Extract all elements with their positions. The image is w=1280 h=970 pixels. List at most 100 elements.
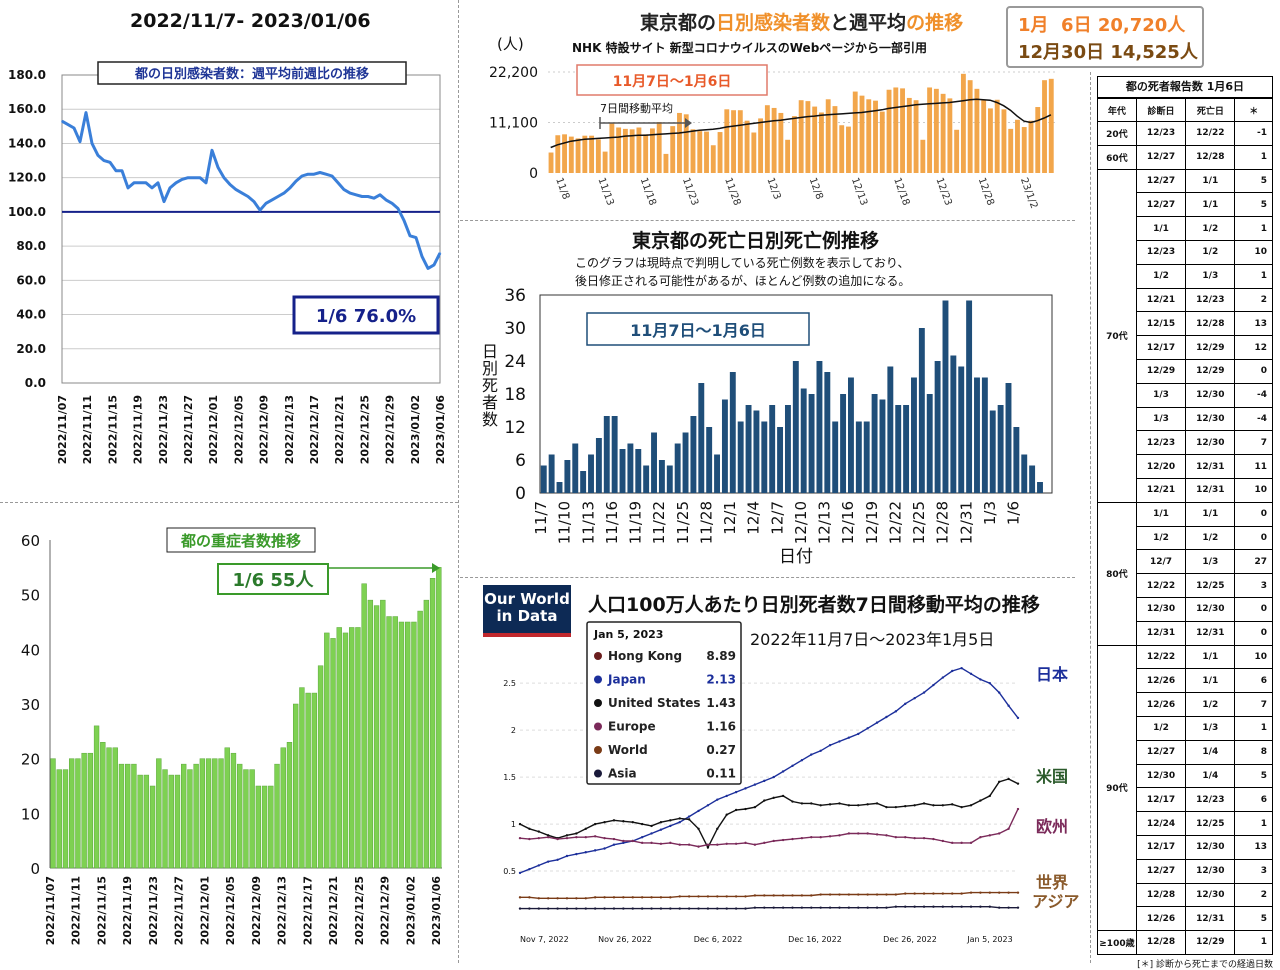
data-point xyxy=(199,176,201,179)
x-tick-label: Jan 5, 2023 xyxy=(966,935,1012,944)
bar xyxy=(887,366,894,493)
data-point xyxy=(753,783,757,786)
data-point xyxy=(781,770,785,773)
cell-death: 12/23 xyxy=(1185,787,1236,813)
bar xyxy=(367,599,374,869)
x-tick-label: 11/16 xyxy=(603,501,621,544)
data-point xyxy=(753,894,757,897)
tooltip-date: Jan 5, 2023 xyxy=(593,628,663,641)
x-tick-label: 12/13 xyxy=(849,176,869,207)
bar xyxy=(411,621,417,869)
cell-death: 1/1 xyxy=(1185,644,1236,670)
cell-death: 1/4 xyxy=(1185,763,1236,789)
table-row: 12/24 12/25 1 xyxy=(1098,811,1273,836)
bar xyxy=(162,769,168,869)
data-point xyxy=(960,805,963,809)
data-point xyxy=(904,805,907,808)
bar xyxy=(778,112,784,173)
table-row: 12/26 12/31 5 xyxy=(1098,906,1273,932)
table-row: 20代 12/23 12/22 -1 xyxy=(1097,121,1273,146)
bar xyxy=(588,454,594,493)
x-tick-label: 2022/11/11 xyxy=(81,395,94,464)
data-point xyxy=(922,892,926,895)
data-point xyxy=(85,111,87,114)
data-point xyxy=(894,836,898,839)
table-row: 12/27 1/4 8 xyxy=(1098,739,1273,765)
data-point xyxy=(922,905,926,908)
data-point xyxy=(960,841,963,845)
x-tick-label: Nov 26, 2022 xyxy=(598,935,652,944)
data-point xyxy=(744,807,747,811)
data-point xyxy=(819,906,822,909)
bar xyxy=(595,139,601,173)
data-point xyxy=(875,833,879,836)
bar xyxy=(785,139,791,173)
cell-days: 2 xyxy=(1234,287,1273,313)
x-tick-label: 2023/01/06 xyxy=(434,395,447,465)
x-tick-label: Dec 6, 2022 xyxy=(694,935,743,944)
legend-label: United States xyxy=(608,696,701,710)
cell-age: 90代 xyxy=(1097,644,1137,932)
cell-diagnosis: 1/3 xyxy=(1135,382,1187,408)
data-point xyxy=(546,907,550,910)
bar xyxy=(792,361,799,493)
data-point xyxy=(556,907,559,910)
data-point xyxy=(988,794,992,798)
bar xyxy=(758,118,764,173)
data-point xyxy=(259,209,261,211)
data-point xyxy=(640,896,644,899)
data-point xyxy=(603,907,606,910)
x-tick-label: 2022/11/27 xyxy=(182,395,195,464)
table-row: 1/1 1/2 1 xyxy=(1098,216,1273,241)
x-tick-label: Dec 16, 2022 xyxy=(788,935,842,944)
panel2-title-part1: 東京都の xyxy=(640,12,717,34)
x-tick-label: 2022/11/19 xyxy=(121,876,134,945)
y-axis-label-char: 別 xyxy=(482,359,498,378)
data-point xyxy=(631,839,634,843)
bar xyxy=(56,769,62,869)
data-point xyxy=(725,813,728,816)
data-point xyxy=(979,905,982,908)
data-point xyxy=(631,820,634,824)
cell-diagnosis: 12/17 xyxy=(1135,335,1187,360)
bar xyxy=(981,100,987,173)
data-point xyxy=(556,897,559,900)
cell-death: 12/30 xyxy=(1185,406,1236,432)
bar xyxy=(261,785,268,869)
bar xyxy=(682,432,689,493)
cell-age: 70代 xyxy=(1097,168,1137,503)
bar xyxy=(895,405,902,493)
data-point xyxy=(659,820,663,824)
data-point xyxy=(969,672,973,675)
data-point xyxy=(800,802,804,805)
x-tick-label: 11/23 xyxy=(680,176,700,207)
data-point xyxy=(241,192,243,194)
bar xyxy=(50,758,56,869)
data-point xyxy=(115,170,117,172)
bar xyxy=(934,361,941,493)
data-point xyxy=(687,843,691,846)
bar xyxy=(299,687,305,869)
table-row: 12/22 12/25 3 xyxy=(1098,573,1273,598)
data-point xyxy=(998,891,1001,894)
cell-diagnosis: 12/27 xyxy=(1135,168,1187,194)
header-age: 年代 xyxy=(1097,98,1137,122)
cell-days: -4 xyxy=(1234,406,1273,432)
bar xyxy=(293,703,299,869)
data-point xyxy=(163,200,165,203)
bar xyxy=(595,438,602,493)
data-point xyxy=(565,834,569,837)
data-point xyxy=(941,804,945,807)
y-axis-label-char: 日 xyxy=(482,342,498,361)
cell-days: 11 xyxy=(1234,454,1273,479)
bar xyxy=(243,769,249,869)
data-point xyxy=(271,199,273,201)
data-point xyxy=(866,893,869,896)
cell-diagnosis: 12/17 xyxy=(1135,834,1187,860)
data-point xyxy=(133,182,135,184)
y-tick-label: 140.0 xyxy=(8,136,46,150)
data-point xyxy=(313,173,315,176)
data-point xyxy=(403,219,405,222)
cell-death: 1/2 xyxy=(1185,525,1236,551)
cell-age: 80代 xyxy=(1097,501,1137,646)
